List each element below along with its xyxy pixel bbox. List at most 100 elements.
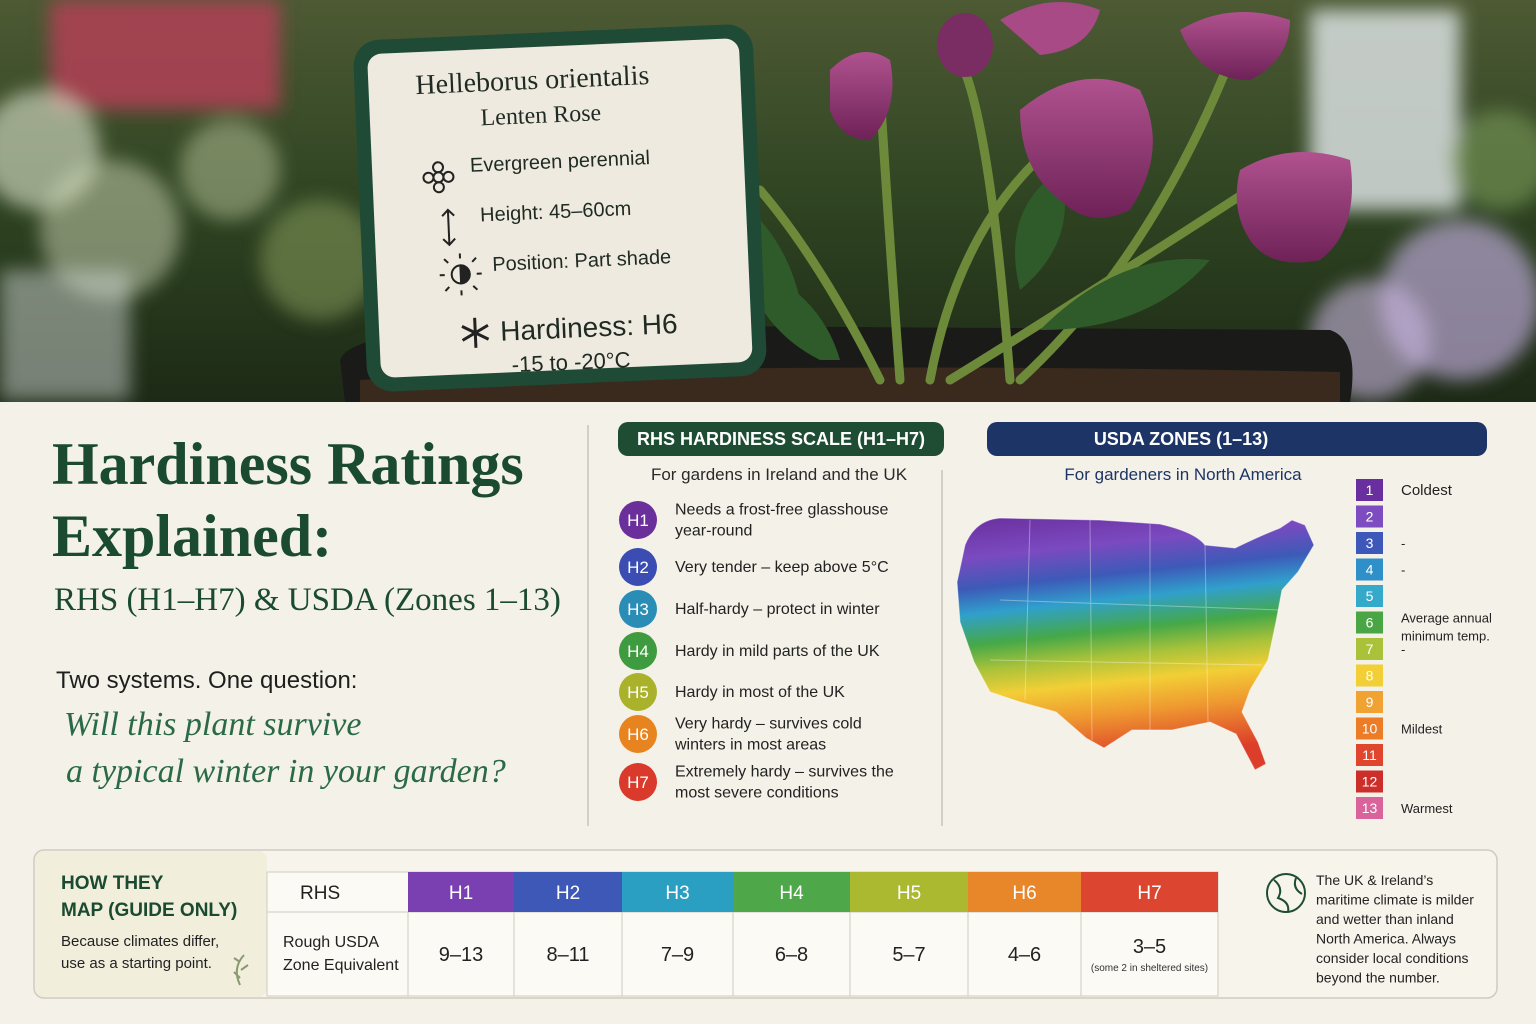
rating-description: Half-hardy – protect in winter <box>675 601 880 618</box>
zone-note: Mildest <box>1401 722 1443 737</box>
rating-code: H5 <box>627 683 649 702</box>
rhs-subtitle: For gardens in Ireland and the UK <box>651 465 908 484</box>
column-header <box>622 872 733 912</box>
rating-description: Very tender – keep above 5°C <box>675 559 889 576</box>
flowers <box>830 2 1352 263</box>
zone-number: 9 <box>1366 694 1374 710</box>
label-face <box>367 38 753 378</box>
mapping-caption: Because climates differ, <box>61 933 219 950</box>
column-rating: H6 <box>1012 883 1036 904</box>
rating-description: Hardy in mild parts of the UK <box>675 643 880 660</box>
zone-range: 8–11 <box>546 944 589 966</box>
zone-footnote: (some 2 in sheltered sites) <box>1091 963 1208 974</box>
mapping-table: HOW THEY MAP (GUIDE ONLY) Because climates… <box>61 871 1474 997</box>
zone-number: 6 <box>1366 615 1374 631</box>
zone-number: 5 <box>1366 588 1374 604</box>
map-state-lines <box>989 519 1281 741</box>
mapping-caption: use as a starting point. <box>61 955 212 972</box>
question-intro: Two systems. One question: <box>56 667 357 694</box>
mapping-note: consider local conditions <box>1316 950 1469 966</box>
zone-note: Warmest <box>1401 801 1453 816</box>
rating-code: H4 <box>627 642 649 661</box>
usda-subtitle: For gardeners in North America <box>1064 465 1302 484</box>
question: a typical winter in your garden? <box>66 753 506 790</box>
zone-note: Average annual <box>1401 611 1492 626</box>
column-header <box>408 872 514 912</box>
usda-legend: 1 Coldest 2 3 - 4 - 5 6 Average annual minimum tem… <box>1356 479 1492 819</box>
rating-badge <box>619 548 657 586</box>
rating-code: H6 <box>627 725 649 744</box>
rhs-title-pill <box>618 422 944 456</box>
zone-swatch <box>1356 532 1383 554</box>
mapping-title: HOW THEY <box>61 873 164 894</box>
rating-description: Needs a frost-free glasshouse <box>675 502 889 519</box>
rating-description: Very hardy – survives cold <box>675 716 862 733</box>
main-title: Hardiness Ratings <box>52 431 524 497</box>
rating-badge <box>619 501 657 539</box>
column-rating: H7 <box>1137 883 1161 904</box>
zone-note: minimum temp. <box>1401 629 1490 644</box>
zone-range: 4–6 <box>1008 944 1041 966</box>
main-subtitle: RHS (H1–H7) & USDA (Zones 1–13) <box>54 582 561 618</box>
zone-swatch <box>1356 638 1383 660</box>
hardiness-rating: Hardiness: H6 <box>500 308 679 347</box>
rating-description: Hardy in most of the UK <box>675 684 845 701</box>
rhs-list: H1 Needs a frost-free glasshouse year-roun… <box>619 501 894 802</box>
mapping-intro <box>35 851 267 997</box>
zone-range: 5–7 <box>892 944 925 966</box>
zone-number: 3 <box>1366 535 1374 551</box>
zone-number: 12 <box>1362 774 1378 790</box>
usda-map <box>956 517 1315 771</box>
mapping-note: maritime climate is milder <box>1316 892 1474 908</box>
row-header: Zone Equivalent <box>283 957 399 974</box>
zone-swatch <box>1356 770 1383 793</box>
mapping-note: and wetter than inland <box>1316 911 1454 927</box>
mapping-note: The UK & Ireland’s <box>1316 872 1433 888</box>
column-header <box>514 872 622 912</box>
rating-badge <box>619 715 657 753</box>
rating-code: H2 <box>627 558 649 577</box>
row-header: Rough USDA <box>283 934 379 951</box>
photo: Helleborus orientalis Lenten Rose Evergr… <box>0 0 1536 402</box>
plant-label: Helleborus orientalis Lenten Rose Evergr… <box>353 24 767 392</box>
column-rating: H3 <box>665 883 689 904</box>
zone-swatch <box>1356 505 1383 528</box>
zone-number: 2 <box>1366 509 1374 525</box>
rating-badge <box>619 590 657 628</box>
zone-note: Coldest <box>1401 482 1453 499</box>
common-name: Lenten Rose <box>480 100 602 131</box>
hardiness-temperature: -15 to -20°C <box>511 347 631 377</box>
mapping-note: North America. Always <box>1316 931 1456 947</box>
zone-number: 11 <box>1362 747 1377 763</box>
column-rating: H5 <box>897 883 921 904</box>
leaf-icon <box>233 954 249 986</box>
mapping-title: MAP (GUIDE ONLY) <box>61 900 237 921</box>
zone-number: 1 <box>1366 482 1374 498</box>
zone-swatch <box>1356 797 1383 819</box>
zone-swatch <box>1356 585 1383 607</box>
rating-description: most severe conditions <box>675 785 839 802</box>
zone-number: 10 <box>1362 721 1378 737</box>
question: Will this plant survive <box>64 706 361 743</box>
rating-code: H7 <box>627 773 649 792</box>
column-header <box>733 872 850 912</box>
zone-range: 7–9 <box>661 944 694 966</box>
usda-title-pill <box>987 422 1487 456</box>
zone-number: 4 <box>1366 562 1374 578</box>
zone-note: - <box>1401 563 1405 578</box>
zone-swatch <box>1356 744 1383 766</box>
rating-description: winters in most areas <box>674 737 826 754</box>
row-header: RHS <box>300 883 340 904</box>
main-title: Explained: <box>52 503 332 569</box>
zone-note: - <box>1401 642 1405 657</box>
zone-range: 6–8 <box>775 944 808 966</box>
globe-icon <box>1266 873 1306 913</box>
bokeh <box>0 0 1536 400</box>
column-header <box>1081 872 1218 912</box>
zone-swatch <box>1356 664 1383 687</box>
usda-title: USDA ZONES (1–13) <box>1094 429 1268 449</box>
column-rating: H1 <box>449 883 473 904</box>
feature-icons <box>422 161 490 348</box>
